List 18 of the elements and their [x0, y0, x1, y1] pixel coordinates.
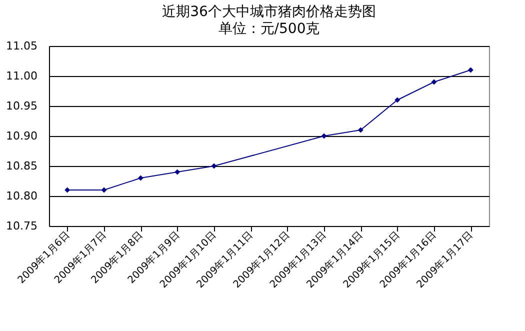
point	[431, 79, 437, 85]
point	[101, 187, 107, 193]
point	[394, 97, 400, 103]
y-tick-label: 10.80	[6, 190, 38, 202]
y-tick-label: 10.90	[6, 130, 38, 142]
point	[138, 175, 144, 181]
y-tick-label: 11.05	[6, 40, 38, 52]
point	[174, 169, 180, 175]
y-tick-label: 10.95	[6, 100, 38, 112]
chart-title: 近期36个大中城市猪肉价格走势图	[162, 4, 376, 20]
y-tick-label: 11.00	[6, 70, 38, 82]
point	[321, 133, 327, 139]
point	[468, 67, 474, 73]
y-tick-label: 10.75	[6, 220, 38, 232]
point	[358, 127, 364, 133]
point	[211, 163, 217, 169]
chart-subtitle: 单位：元/500克	[218, 21, 320, 37]
y-tick-label: 10.85	[6, 160, 38, 172]
